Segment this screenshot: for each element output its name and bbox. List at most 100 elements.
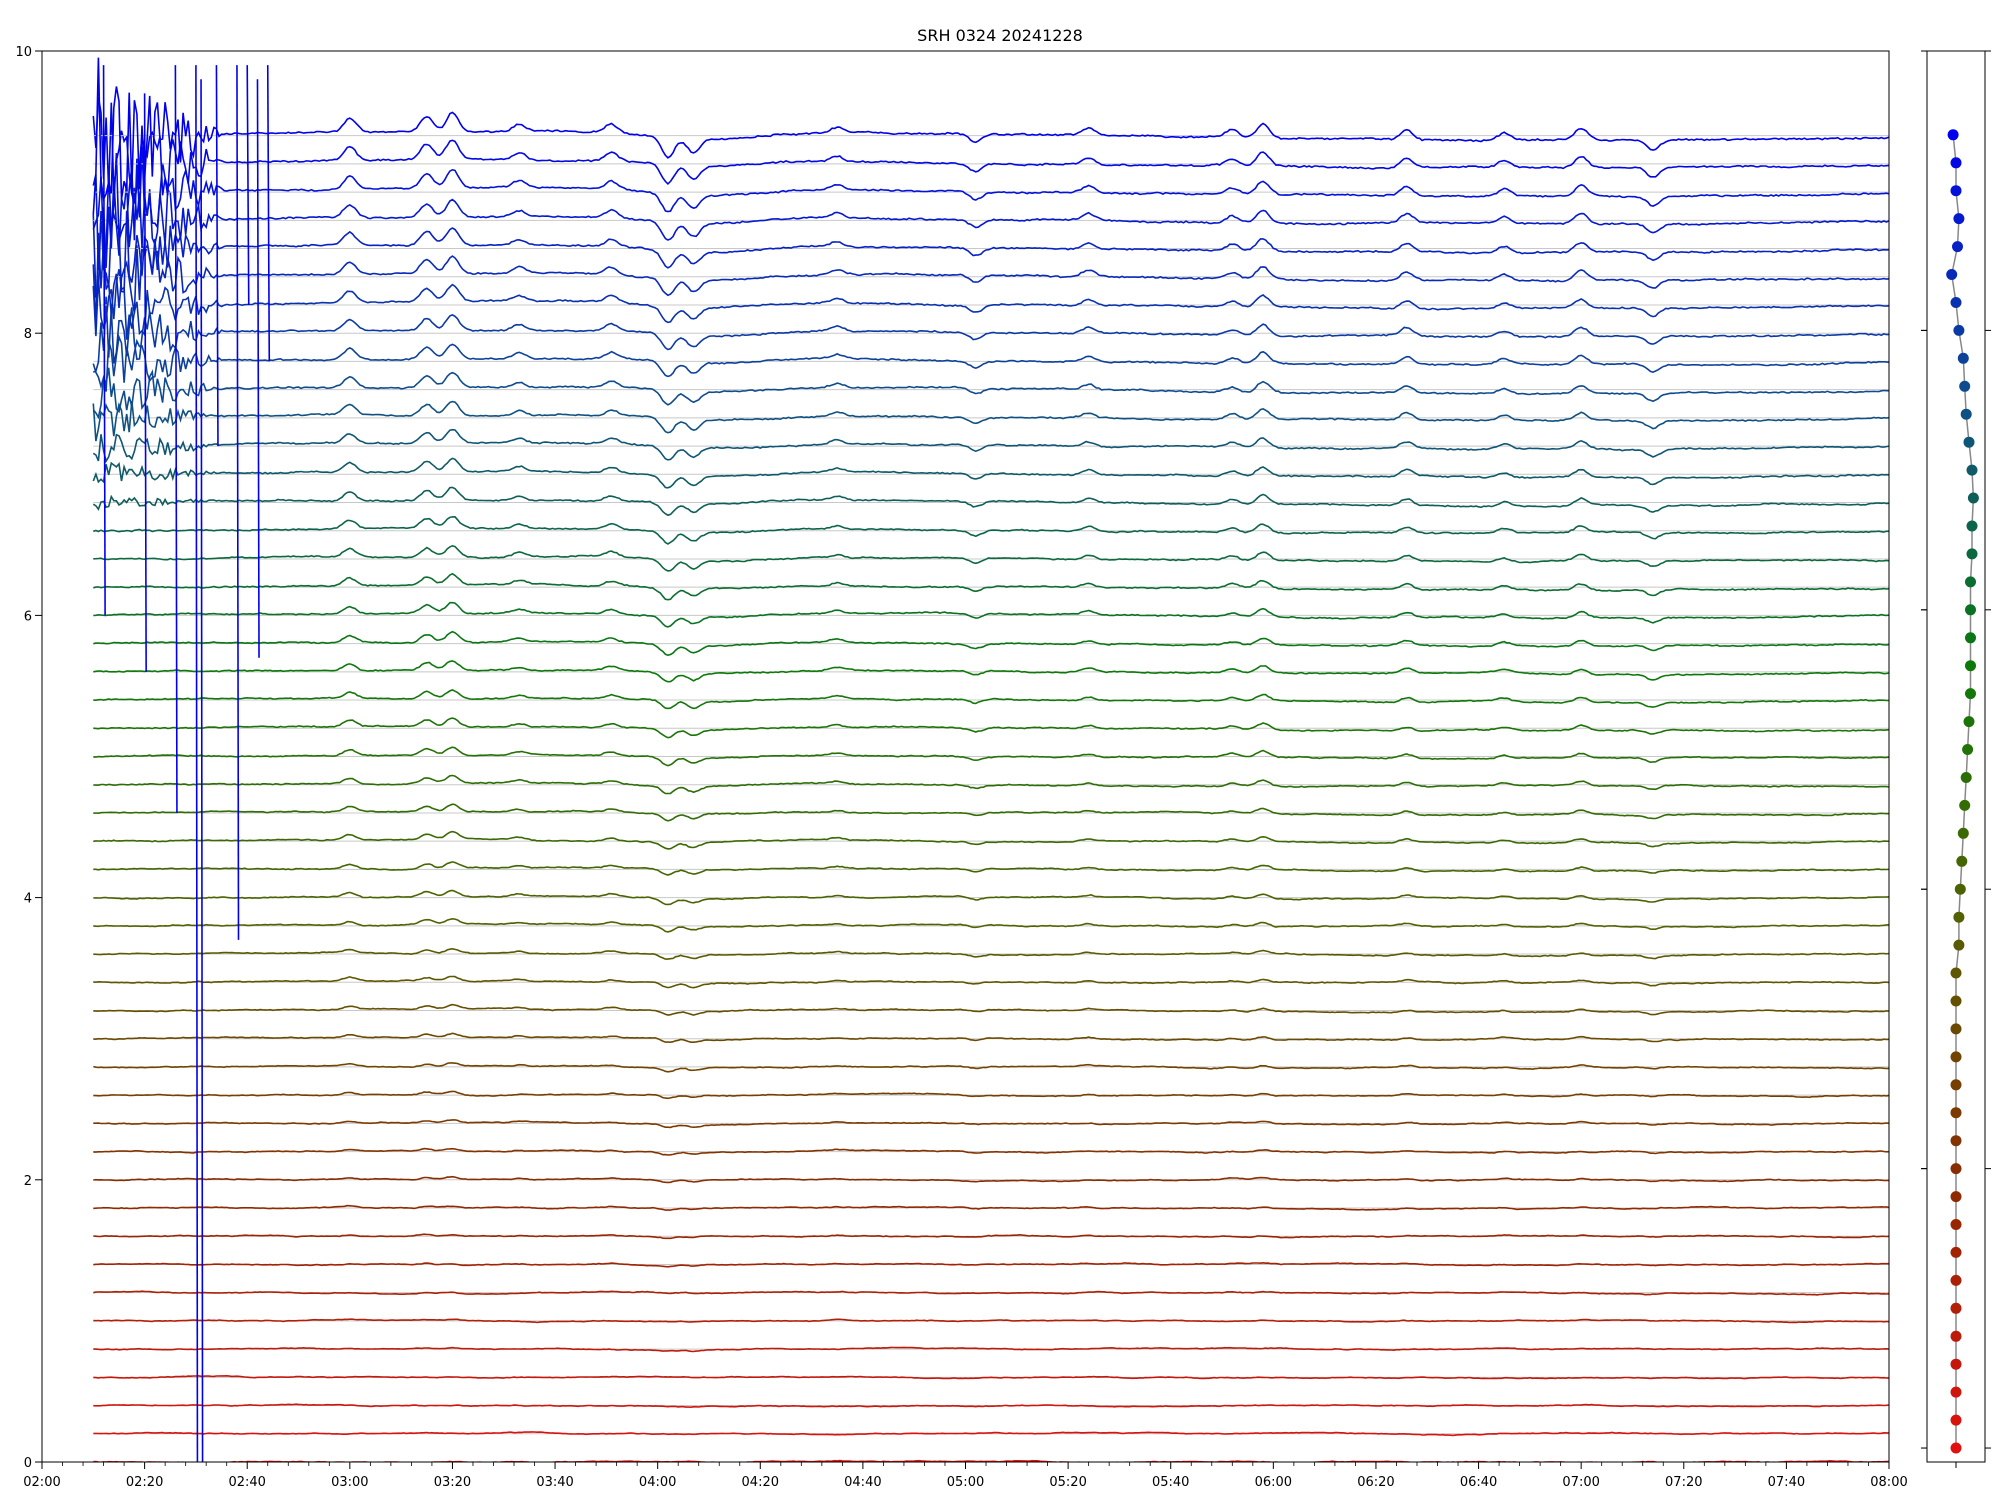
onset-spike xyxy=(215,65,219,447)
trace-line-26 xyxy=(93,717,1889,739)
trace-line-13 xyxy=(93,1090,1889,1100)
side-point-8 xyxy=(1950,1219,1962,1230)
side-point-27 xyxy=(1965,688,1976,700)
side-point-0 xyxy=(1950,1442,1962,1454)
y-tick-label: 6 xyxy=(24,609,32,624)
trace-line-17 xyxy=(93,975,1889,989)
trace-line-25 xyxy=(93,746,1889,767)
side-point-2 xyxy=(1950,1386,1962,1398)
x-tick-label: 06:00 xyxy=(1255,1475,1292,1490)
trace-line-38 xyxy=(92,367,1889,420)
trace-line-27 xyxy=(93,689,1889,710)
trace-line-21 xyxy=(93,861,1889,876)
side-point-30 xyxy=(1965,604,1976,616)
onset-spike xyxy=(266,65,271,362)
trace-line-4 xyxy=(93,1346,1889,1353)
side-point-11 xyxy=(1950,1135,1962,1147)
x-tick-label: 03:20 xyxy=(434,1475,471,1490)
trace-line-29 xyxy=(93,630,1889,657)
onset-spike xyxy=(236,65,240,940)
side-point-23 xyxy=(1959,799,1971,811)
x-tick-label: 05:40 xyxy=(1152,1475,1189,1490)
trace-line-34 xyxy=(92,486,1889,517)
side-point-43 xyxy=(1952,241,1963,253)
side-point-12 xyxy=(1950,1107,1962,1119)
trace-line-5 xyxy=(93,1318,1889,1324)
side-point-9 xyxy=(1950,1191,1962,1203)
trace-line-9 xyxy=(93,1204,1889,1211)
side-point-3 xyxy=(1950,1358,1962,1370)
x-tick-label: 06:20 xyxy=(1357,1475,1394,1490)
plot-frame xyxy=(41,50,1890,1463)
trace-line-11 xyxy=(93,1147,1889,1156)
x-tick-label: 02:20 xyxy=(126,1475,163,1490)
trace-line-47 xyxy=(92,57,1889,215)
trace-line-14 xyxy=(93,1062,1889,1073)
x-tick-label: 02:00 xyxy=(23,1475,60,1490)
trace-line-30 xyxy=(93,601,1889,628)
side-point-40 xyxy=(1953,324,1965,336)
trace-line-23 xyxy=(93,803,1889,822)
side-point-29 xyxy=(1965,632,1976,644)
side-point-35 xyxy=(1966,464,1978,476)
side-point-26 xyxy=(1963,716,1975,728)
trace-line-6 xyxy=(93,1290,1889,1296)
x-tick-label: 04:00 xyxy=(639,1475,676,1490)
side-point-28 xyxy=(1965,660,1976,672)
side-point-22 xyxy=(1957,827,1969,839)
x-tick-label: 05:00 xyxy=(947,1475,984,1490)
side-point-41 xyxy=(1950,297,1962,308)
side-point-18 xyxy=(1953,939,1965,951)
trace-line-20 xyxy=(93,889,1889,906)
trace-line-16 xyxy=(93,1003,1889,1016)
side-point-42 xyxy=(1946,269,1958,280)
y-tick-label: 0 xyxy=(24,1456,32,1471)
x-tick-label: 03:00 xyxy=(331,1475,368,1490)
main-plot: 02:00 02:20 02:40 03:00 03:20 03:40 04:00 04:20… xyxy=(15,45,1907,1490)
side-point-25 xyxy=(1962,744,1974,755)
trace-line-1 xyxy=(93,1431,1889,1437)
traces-group xyxy=(92,57,1889,1462)
x-tick-label: 07:00 xyxy=(1562,1475,1599,1490)
side-point-4 xyxy=(1950,1330,1962,1342)
side-point-37 xyxy=(1960,408,1972,420)
trace-line-39 xyxy=(92,334,1889,392)
x-tick-label: 03:40 xyxy=(536,1475,573,1490)
side-point-21 xyxy=(1956,855,1968,867)
trace-line-12 xyxy=(93,1119,1889,1129)
side-point-5 xyxy=(1950,1302,1962,1314)
side-point-1 xyxy=(1950,1414,1962,1426)
side-point-6 xyxy=(1950,1274,1962,1286)
trace-line-36 xyxy=(92,428,1889,464)
trace-line-33 xyxy=(93,515,1889,545)
y-tick-label: 4 xyxy=(24,892,32,907)
chart-title: SRH 0324 20241228 xyxy=(917,26,1083,45)
trace-line-31 xyxy=(93,572,1889,601)
trace-line-18 xyxy=(93,947,1889,960)
trace-line-40 xyxy=(92,296,1889,373)
side-point-34 xyxy=(1967,492,1979,504)
x-tick-label: 07:20 xyxy=(1665,1475,1702,1490)
y-tick-label: 8 xyxy=(24,327,32,342)
side-point-19 xyxy=(1953,911,1965,923)
side-point-38 xyxy=(1959,380,1971,392)
trace-line-19 xyxy=(93,917,1889,933)
side-point-24 xyxy=(1960,772,1972,783)
side-point-45 xyxy=(1950,185,1962,197)
side-point-47 xyxy=(1947,129,1959,141)
trace-line-22 xyxy=(93,830,1889,850)
trace-line-32 xyxy=(93,544,1889,572)
side-point-33 xyxy=(1966,520,1978,532)
trace-line-45 xyxy=(92,146,1889,253)
trace-line-7 xyxy=(93,1261,1889,1268)
onset-spike xyxy=(246,65,250,305)
side-point-32 xyxy=(1966,548,1978,560)
side-point-39 xyxy=(1957,352,1969,364)
trace-line-37 xyxy=(92,400,1889,442)
trace-line-0 xyxy=(93,1459,1889,1462)
trace-line-44 xyxy=(92,174,1889,271)
side-point-36 xyxy=(1963,436,1975,448)
trace-line-8 xyxy=(93,1233,1889,1240)
